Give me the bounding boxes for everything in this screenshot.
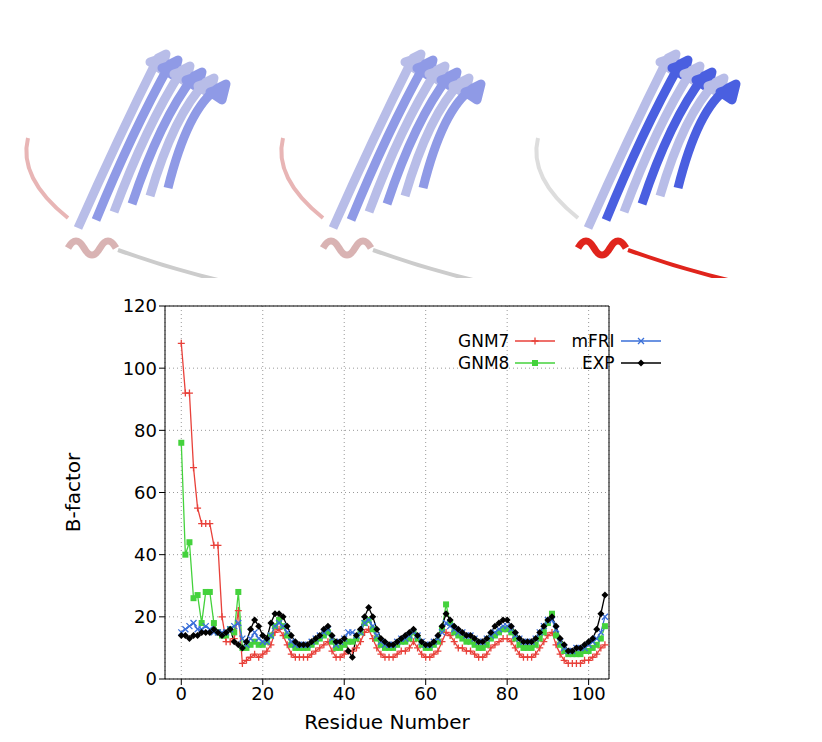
svg-text:100: 100 xyxy=(123,358,157,379)
svg-text:120: 120 xyxy=(123,295,157,316)
svg-text:Residue Number: Residue Number xyxy=(304,710,470,734)
svg-text:20: 20 xyxy=(251,683,274,704)
svg-text:0: 0 xyxy=(146,668,157,689)
svg-text:60: 60 xyxy=(414,683,437,704)
svg-text:B-factor: B-factor xyxy=(61,452,85,532)
svg-text:20: 20 xyxy=(134,606,157,627)
svg-text:40: 40 xyxy=(333,683,356,704)
svg-text:60: 60 xyxy=(134,482,157,503)
svg-text:80: 80 xyxy=(496,683,519,704)
svg-text:80: 80 xyxy=(134,420,157,441)
svg-text:0: 0 xyxy=(176,683,187,704)
svg-text:40: 40 xyxy=(134,544,157,565)
html-text:EXP: EXP xyxy=(581,353,615,373)
html-text:GNM8: GNM8 xyxy=(458,353,510,373)
html-text:GNM7: GNM7 xyxy=(458,331,510,351)
html-text:mFRI: mFRI xyxy=(571,331,615,351)
svg-text:100: 100 xyxy=(571,683,605,704)
